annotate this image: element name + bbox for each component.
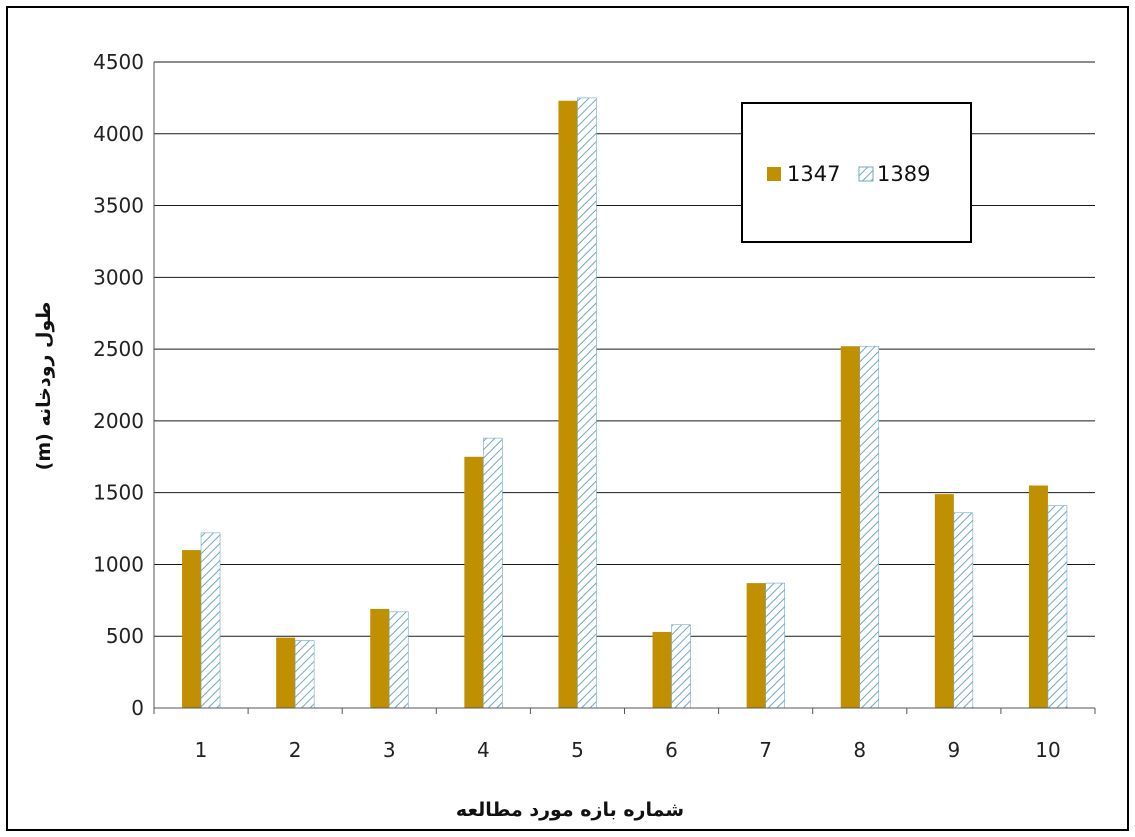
bar-1389-3 [388,611,409,709]
bar-1389-9 [953,512,974,709]
bar-1347-9 [934,494,954,708]
x-tick-label: 5 [571,738,584,762]
y-tick-label: 3000 [93,265,144,289]
bar-1347-8 [840,346,860,708]
bar-1389-1 [200,532,221,709]
bar-1347-5 [558,100,578,708]
y-tick-label: 500 [106,624,144,648]
y-tick-label: 1000 [93,552,144,576]
bar-1347-4 [464,456,484,708]
bar-chart: 0 500 1000 1500 2000 2500 3000 3500 4000 4500 1 2 3 4… [33,50,1096,821]
bars [182,97,1068,709]
bar-1347-3 [370,608,390,708]
bar-1389-10 [1047,505,1068,709]
x-tick-label: 9 [947,738,960,762]
x-tick-label: 7 [759,738,772,762]
legend-swatch-1389 [858,166,874,182]
bar-1389-4 [483,437,503,709]
bar-1389-7 [765,582,785,709]
x-tick-label: 6 [665,738,678,762]
x-tick-label: 3 [383,738,396,762]
x-tick-label: 4 [477,738,490,762]
bar-1347-7 [746,583,766,708]
chart-frame: 0 500 1000 1500 2000 2500 3000 3500 4000 4500 1 2 3 4… [6,6,1129,831]
bar-1347-2 [276,637,296,708]
x-tick-label: 1 [195,738,208,762]
bar-1347-10 [1028,485,1048,708]
gridlines [154,61,1095,637]
bar-1347-6 [652,631,672,708]
bar-1347-1 [182,550,202,708]
x-tick-label: 8 [853,738,866,762]
y-tick-label: 0 [131,696,144,720]
axes: 0 500 1000 1500 2000 2500 3000 3500 4000 4500 1 2 3 4… [93,50,1096,762]
legend-label-1347: 1347 [787,162,840,186]
y-tick-label: 2500 [93,337,144,361]
y-tick-label: 4000 [93,122,144,146]
bar-1389-6 [671,624,691,709]
legend-swatch-1347 [767,167,781,181]
bar-1389-8 [859,345,880,709]
legend: 1347 1389 [741,102,972,243]
bar-1389-2 [294,640,315,709]
bar-1389-5 [577,97,597,709]
y-tick-label: 4500 [93,50,144,74]
x-tick-label: 2 [289,738,302,762]
legend-label-1389: 1389 [877,162,930,186]
x-axis-title: شماره بازه مورد مطالعه [456,799,684,821]
y-tick-label: 3500 [93,194,144,218]
x-tick-label: 10 [1035,738,1060,762]
y-axis-title: طول رودخانه (m) [33,302,55,471]
y-tick-label: 2000 [93,409,144,433]
y-tick-label: 1500 [93,481,144,505]
